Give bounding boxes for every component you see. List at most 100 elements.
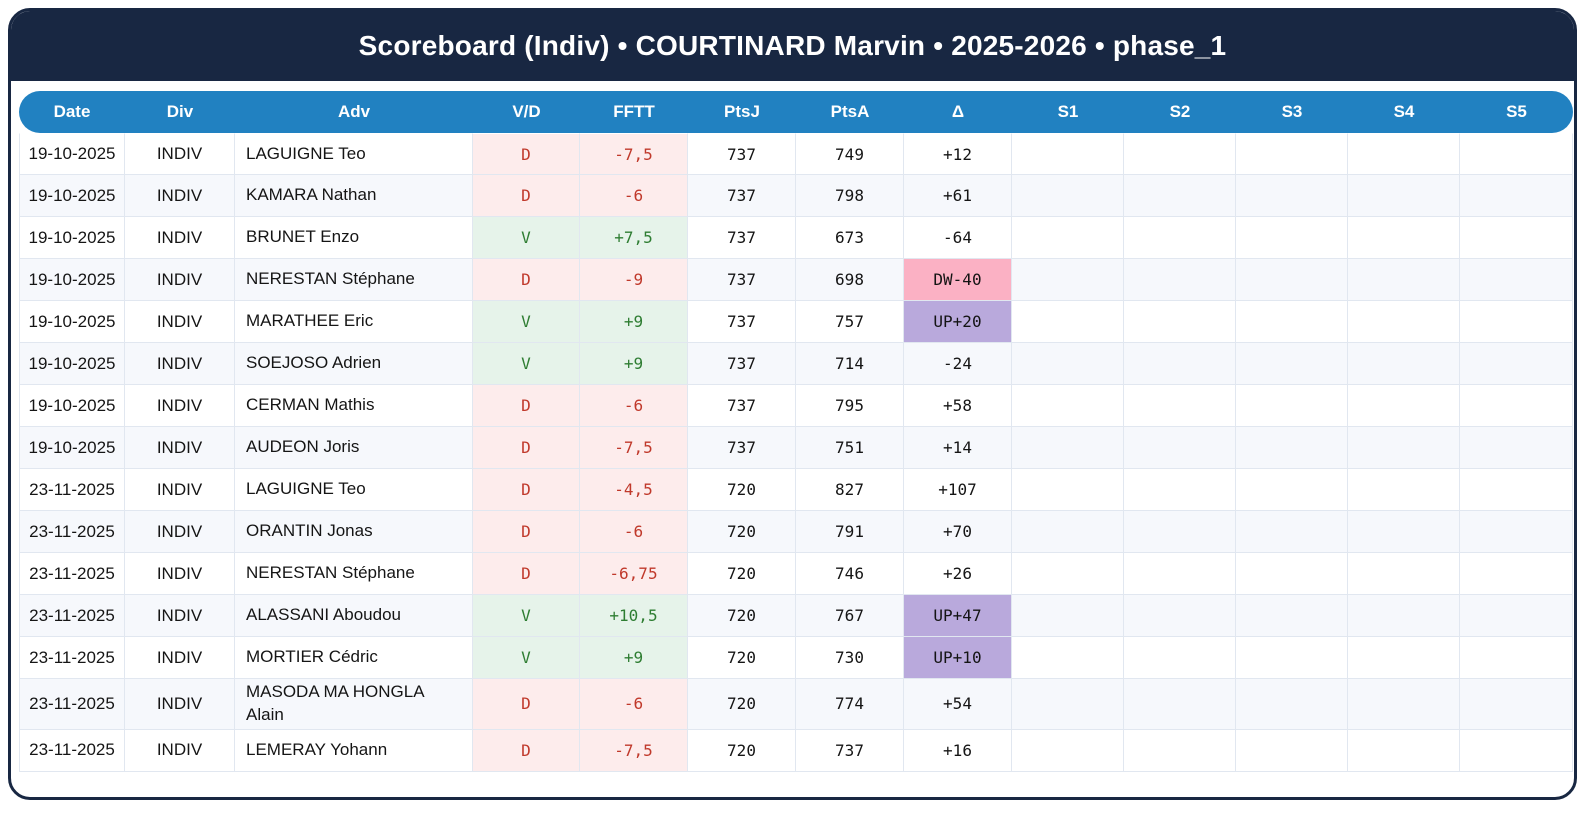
delta-cell: -64 (904, 217, 1012, 259)
column-header-ptsj: PtsJ (688, 91, 796, 133)
result-cell: V (473, 637, 580, 679)
set3-cell (1236, 427, 1348, 469)
header-row: Date Div Adv V/D FFTT PtsJ PtsA Δ S1 S2 S3 S4 S5 (19, 91, 1573, 133)
set3-cell (1236, 595, 1348, 637)
adversary-cell: MARATHEE Eric (235, 301, 473, 343)
set4-cell (1348, 385, 1460, 427)
fftt-points-cell: -6 (580, 679, 688, 730)
player-points-cell: 720 (688, 553, 796, 595)
fftt-points-cell: -4,5 (580, 469, 688, 511)
adversary-points-cell: 737 (796, 729, 904, 772)
division-cell: INDIV (125, 679, 235, 730)
delta-cell: +14 (904, 427, 1012, 469)
division-cell: INDIV (125, 385, 235, 427)
set5-cell (1460, 553, 1573, 595)
set5-cell (1460, 343, 1573, 385)
column-header-s1: S1 (1012, 91, 1124, 133)
fftt-points-cell: -7,5 (580, 427, 688, 469)
table-row: 19-10-2025 INDIV CERMAN Mathis D -6 737 795 +58 (19, 385, 1573, 427)
adversary-cell: LEMERAY Yohann (235, 729, 473, 772)
set3-cell (1236, 259, 1348, 301)
player-points-cell: 737 (688, 427, 796, 469)
adversary-points-cell: 714 (796, 343, 904, 385)
table-row: 23-11-2025 INDIV LAGUIGNE Teo D -4,5 720 827 +1… (19, 469, 1573, 511)
delta-cell: -24 (904, 343, 1012, 385)
fftt-points-cell: -6,75 (580, 553, 688, 595)
date-cell: 23-11-2025 (19, 729, 125, 772)
fftt-points-cell: +7,5 (580, 217, 688, 259)
column-header-div: Div (125, 91, 235, 133)
adversary-cell: ALASSANI Aboudou (235, 595, 473, 637)
set2-cell (1124, 343, 1236, 385)
adversary-points-cell: 791 (796, 511, 904, 553)
player-points-cell: 737 (688, 259, 796, 301)
set1-cell (1012, 637, 1124, 679)
date-cell: 19-10-2025 (19, 175, 125, 217)
date-cell: 23-11-2025 (19, 511, 125, 553)
result-cell: D (473, 469, 580, 511)
delta-cell: DW-40 (904, 259, 1012, 301)
set3-cell (1236, 217, 1348, 259)
set5-cell (1460, 385, 1573, 427)
title-bar: Scoreboard (Indiv) • COURTINARD Marvin •… (11, 11, 1574, 81)
delta-cell: +107 (904, 469, 1012, 511)
adversary-points-cell: 795 (796, 385, 904, 427)
set2-cell (1124, 637, 1236, 679)
set5-cell (1460, 511, 1573, 553)
set3-cell (1236, 343, 1348, 385)
scoreboard-frame: Scoreboard (Indiv) • COURTINARD Marvin •… (8, 8, 1577, 800)
set1-cell (1012, 259, 1124, 301)
fftt-points-cell: -6 (580, 385, 688, 427)
date-cell: 19-10-2025 (19, 301, 125, 343)
player-points-cell: 737 (688, 133, 796, 175)
set3-cell (1236, 469, 1348, 511)
division-cell: INDIV (125, 259, 235, 301)
fftt-points-cell: +9 (580, 343, 688, 385)
column-header-fftt: FFTT (580, 91, 688, 133)
column-header-date: Date (19, 91, 125, 133)
table-row: 19-10-2025 INDIV AUDEON Joris D -7,5 737 751 +1… (19, 427, 1573, 469)
set3-cell (1236, 133, 1348, 175)
set5-cell (1460, 175, 1573, 217)
set4-cell (1348, 133, 1460, 175)
set2-cell (1124, 133, 1236, 175)
division-cell: INDIV (125, 175, 235, 217)
adversary-points-cell: 774 (796, 679, 904, 730)
set4-cell (1348, 595, 1460, 637)
set2-cell (1124, 729, 1236, 772)
table-row: 23-11-2025 INDIV LEMERAY Yohann D -7,5 720 737… (19, 729, 1573, 772)
adversary-cell: NERESTAN Stéphane (235, 259, 473, 301)
date-cell: 19-10-2025 (19, 217, 125, 259)
date-cell: 19-10-2025 (19, 343, 125, 385)
result-cell: D (473, 133, 580, 175)
scoreboard-table-container: Date Div Adv V/D FFTT PtsJ PtsA Δ S1 S2 S3 S4 S5 19-… (19, 91, 1573, 772)
table-row: 19-10-2025 INDIV LAGUIGNE Teo D -7,5 737 749 +1… (19, 133, 1573, 175)
division-cell: INDIV (125, 637, 235, 679)
adversary-points-cell: 730 (796, 637, 904, 679)
delta-cell: +58 (904, 385, 1012, 427)
table-row: 23-11-2025 INDIV ALASSANI Aboudou V +10,5 720… (19, 595, 1573, 637)
set4-cell (1348, 729, 1460, 772)
set5-cell (1460, 133, 1573, 175)
division-cell: INDIV (125, 301, 235, 343)
result-cell: D (473, 729, 580, 772)
result-cell: D (473, 511, 580, 553)
date-cell: 23-11-2025 (19, 595, 125, 637)
adversary-points-cell: 698 (796, 259, 904, 301)
date-cell: 23-11-2025 (19, 469, 125, 511)
set5-cell (1460, 259, 1573, 301)
set5-cell (1460, 217, 1573, 259)
column-header-s5: S5 (1460, 91, 1573, 133)
result-cell: V (473, 217, 580, 259)
fftt-points-cell: -6 (580, 511, 688, 553)
table-row: 19-10-2025 INDIV BRUNET Enzo V +7,5 737 673 -64 (19, 217, 1573, 259)
set3-cell (1236, 175, 1348, 217)
set4-cell (1348, 553, 1460, 595)
division-cell: INDIV (125, 427, 235, 469)
set1-cell (1012, 511, 1124, 553)
player-points-cell: 720 (688, 469, 796, 511)
result-cell: D (473, 427, 580, 469)
date-cell: 23-11-2025 (19, 553, 125, 595)
player-points-cell: 720 (688, 637, 796, 679)
date-cell: 23-11-2025 (19, 679, 125, 730)
